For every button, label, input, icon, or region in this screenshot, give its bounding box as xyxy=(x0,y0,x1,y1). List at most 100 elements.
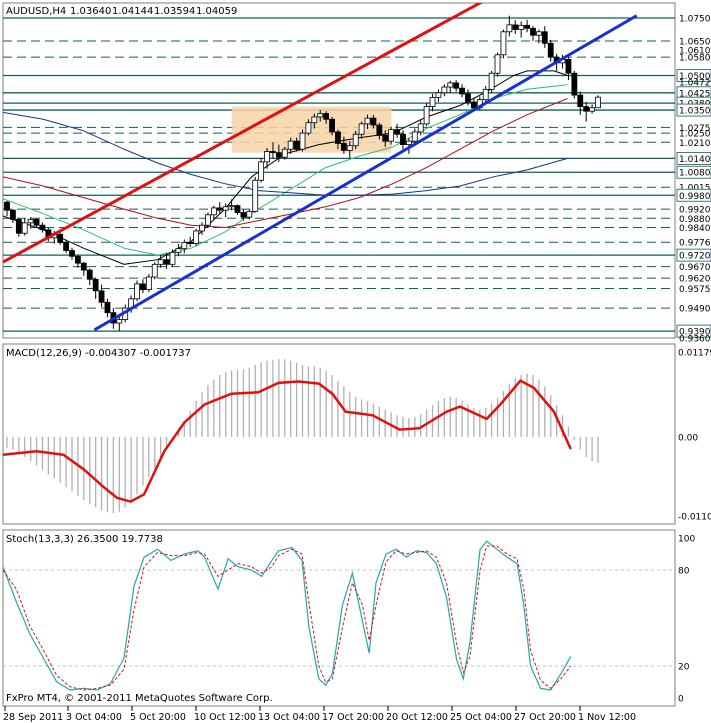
macd-pane-frame xyxy=(2,343,676,525)
candle-bull xyxy=(199,224,205,232)
candle-bull xyxy=(246,210,253,218)
trendline xyxy=(93,14,638,332)
candle-bear xyxy=(92,278,99,292)
price-tick-box xyxy=(676,165,711,179)
candle-bull xyxy=(27,219,34,224)
price-tick-label: 1.07500 xyxy=(679,14,711,24)
symbol-header: AUDUSD,H4 xyxy=(6,6,66,17)
candle-bear xyxy=(512,24,519,30)
candle-bear xyxy=(39,224,46,231)
price-pane: 1.07500 1.065001.061001.05800 1.050001.047… xyxy=(2,2,711,345)
candle-bull xyxy=(222,206,229,211)
price-tick-box xyxy=(676,103,711,117)
stoch-lines xyxy=(3,540,572,691)
ohlc-high: 1.04144 xyxy=(112,6,153,17)
candle-bull xyxy=(210,207,217,216)
candle-bull xyxy=(281,148,288,158)
candle-bull xyxy=(595,96,601,109)
candle-bear xyxy=(10,209,16,220)
candle-bull xyxy=(352,133,359,147)
candle-bull xyxy=(506,24,513,33)
candle-bear xyxy=(104,301,111,314)
candle-bear xyxy=(234,205,241,213)
time-tick-label: 1 Nov 12:00 xyxy=(578,712,636,723)
ohlc-header: 1.03640 1.04144 1.03594 1.04059 xyxy=(70,6,237,17)
stoch-main-line xyxy=(3,540,572,691)
macd-header: MACD(12,26,9) -0.004307 -0.001737 xyxy=(6,348,191,359)
stoch-tick-label: 100 xyxy=(678,535,695,545)
candle-bear xyxy=(57,233,64,243)
candle-bear xyxy=(140,283,146,291)
candle-bull xyxy=(589,107,595,112)
price-tick-box xyxy=(676,248,711,262)
time-tick-label: 20 Oct 12:00 xyxy=(386,712,448,723)
moving-average-line xyxy=(3,111,568,196)
stoch-tick-label: 80 xyxy=(678,567,690,577)
ohlc-close: 1.04059 xyxy=(196,6,237,17)
candle-bear xyxy=(335,131,341,144)
candle-bull xyxy=(518,24,525,30)
stoch-pane-frame xyxy=(2,529,676,707)
candle-bear xyxy=(329,118,335,133)
candle-bull xyxy=(181,242,188,250)
candle-bear xyxy=(541,31,548,44)
price-tick-box xyxy=(676,69,711,82)
candle-bull xyxy=(435,92,442,98)
candle-bull xyxy=(264,151,270,163)
candle-bear xyxy=(163,259,170,265)
candle-bear xyxy=(86,269,93,280)
time-tick-label: 25 Oct 04:00 xyxy=(450,712,512,723)
candle-bull xyxy=(388,129,395,142)
candle-bull xyxy=(311,116,318,124)
moving-average-line xyxy=(3,70,568,265)
candle-bull xyxy=(488,72,495,90)
price-tick-label: 1.04250 xyxy=(679,89,711,99)
candle-bear xyxy=(376,124,383,136)
time-tick-label: 28 Sep 2011 xyxy=(3,712,63,723)
candle-bear xyxy=(33,219,40,226)
watermark: FxPro MT4, © 2001-2011 MetaQuotes Softwa… xyxy=(6,693,273,704)
candle-bear xyxy=(216,207,223,211)
candle-bull xyxy=(405,140,412,145)
consolidation-rect xyxy=(231,106,392,153)
candle-bear xyxy=(370,117,377,126)
consolidation-box xyxy=(231,106,392,153)
candle-bull xyxy=(358,123,365,135)
candle-bear xyxy=(465,93,471,103)
price-tick-label: 0.93600 xyxy=(679,335,711,345)
price-tick-box xyxy=(676,152,711,165)
ohlc-low: 1.03594 xyxy=(154,6,195,17)
time-tick-label: 5 Oct 20:00 xyxy=(130,712,186,723)
candle-bull xyxy=(258,161,265,181)
macd-signal-path xyxy=(3,379,572,503)
candle-bear xyxy=(275,152,282,158)
time-tick-label: 3 Oct 04:00 xyxy=(66,712,122,723)
price-tick-label: 1.02750 xyxy=(679,124,711,134)
candle-bull xyxy=(145,276,152,291)
price-axis: 1.07500 1.065001.061001.05800 1.050001.047… xyxy=(676,14,711,345)
candle-bull xyxy=(417,123,424,133)
stoch-header: Stoch(13,3,3) 26.3500 19.7738 xyxy=(6,534,163,545)
candle-bull xyxy=(193,230,200,245)
candle-bull xyxy=(317,113,324,118)
candle-bear xyxy=(571,72,578,96)
price-tick-label: 1.03500 xyxy=(679,107,711,117)
candle-bull xyxy=(205,214,211,226)
price-tick-label: 1.05000 xyxy=(679,72,711,82)
candle-bear xyxy=(547,42,554,58)
time-tick-label: 17 Oct 20:00 xyxy=(322,712,384,723)
candle-bull xyxy=(364,117,371,125)
moving-average-line xyxy=(3,84,568,256)
stoch-signal-line xyxy=(3,545,572,691)
candle-bull xyxy=(500,31,507,56)
candle-bear xyxy=(187,242,194,245)
